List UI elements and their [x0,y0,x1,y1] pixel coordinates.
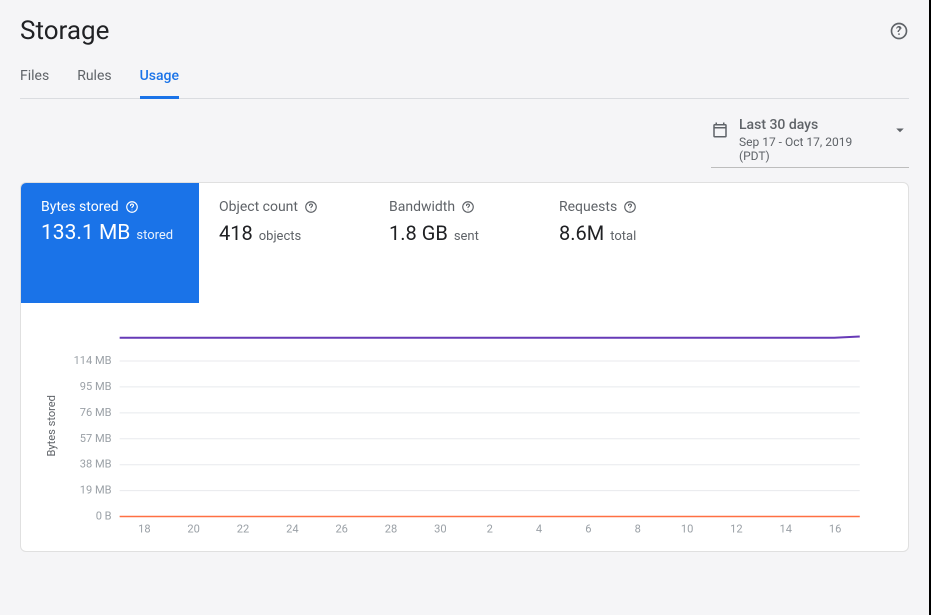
metric-title: Requests [559,199,617,215]
svg-text:20: 20 [187,523,199,536]
metric-title: Bandwidth [389,199,455,215]
metric-object-count[interactable]: Object count 418 objects [199,183,369,303]
metric-suffix: sent [454,229,479,244]
svg-text:28: 28 [385,523,397,536]
help-icon[interactable] [125,200,139,214]
page-title: Storage [20,16,109,46]
svg-text:8: 8 [635,523,641,536]
svg-text:19 MB: 19 MB [80,484,112,497]
svg-text:2: 2 [487,523,493,536]
svg-text:4: 4 [536,523,542,536]
calendar-icon [711,121,729,143]
help-icon[interactable] [461,200,475,214]
metric-value: 133.1 MB [41,221,130,245]
metric-suffix: stored [136,228,173,243]
help-icon[interactable] [889,21,909,41]
metric-title: Bytes stored [41,199,119,215]
svg-text:16: 16 [829,523,841,536]
help-icon[interactable] [623,200,637,214]
chart-area: 0 B19 MB38 MB57 MB76 MB95 MB114 MB182022… [21,303,908,551]
svg-text:12: 12 [730,523,742,536]
svg-text:26: 26 [335,523,347,536]
svg-text:10: 10 [681,523,693,536]
svg-text:Bytes stored: Bytes stored [45,395,58,456]
metric-suffix: objects [259,229,302,244]
svg-text:76 MB: 76 MB [80,406,112,419]
svg-text:22: 22 [237,523,249,536]
metric-value: 8.6M [559,221,604,245]
metric-value: 1.8 GB [389,221,448,245]
svg-text:57 MB: 57 MB [80,432,112,445]
tab-files[interactable]: Files [20,58,49,99]
metric-title: Object count [219,199,298,215]
date-range-label: Last 30 days [739,117,881,133]
help-icon[interactable] [304,200,318,214]
date-range-picker[interactable]: Last 30 days Sep 17 - Oct 17, 2019 (PDT) [711,117,909,168]
svg-text:14: 14 [780,523,792,536]
metric-bytes-stored[interactable]: Bytes stored 133.1 MB stored [21,183,199,303]
metrics-row: Bytes stored 133.1 MB stored Object coun… [21,183,908,303]
metric-bandwidth[interactable]: Bandwidth 1.8 GB sent [369,183,539,303]
usage-chart: 0 B19 MB38 MB57 MB76 MB95 MB114 MB182022… [41,329,888,541]
svg-text:24: 24 [286,523,298,536]
metric-requests[interactable]: Requests 8.6M total [539,183,709,303]
metric-suffix: total [610,229,636,244]
svg-text:6: 6 [585,523,591,536]
svg-text:0 B: 0 B [96,510,112,523]
date-range-sub: Sep 17 - Oct 17, 2019 (PDT) [739,135,881,163]
svg-text:30: 30 [434,523,446,536]
metric-value: 418 [219,221,253,245]
usage-panel: Bytes stored 133.1 MB stored Object coun… [20,182,909,552]
tab-rules[interactable]: Rules [77,58,111,99]
svg-text:38 MB: 38 MB [80,458,112,471]
svg-text:18: 18 [138,523,150,536]
tab-usage[interactable]: Usage [140,58,179,99]
svg-text:114 MB: 114 MB [74,354,112,367]
svg-text:95 MB: 95 MB [80,380,112,393]
tabs: Files Rules Usage [20,58,909,99]
chevron-down-icon [891,121,909,143]
